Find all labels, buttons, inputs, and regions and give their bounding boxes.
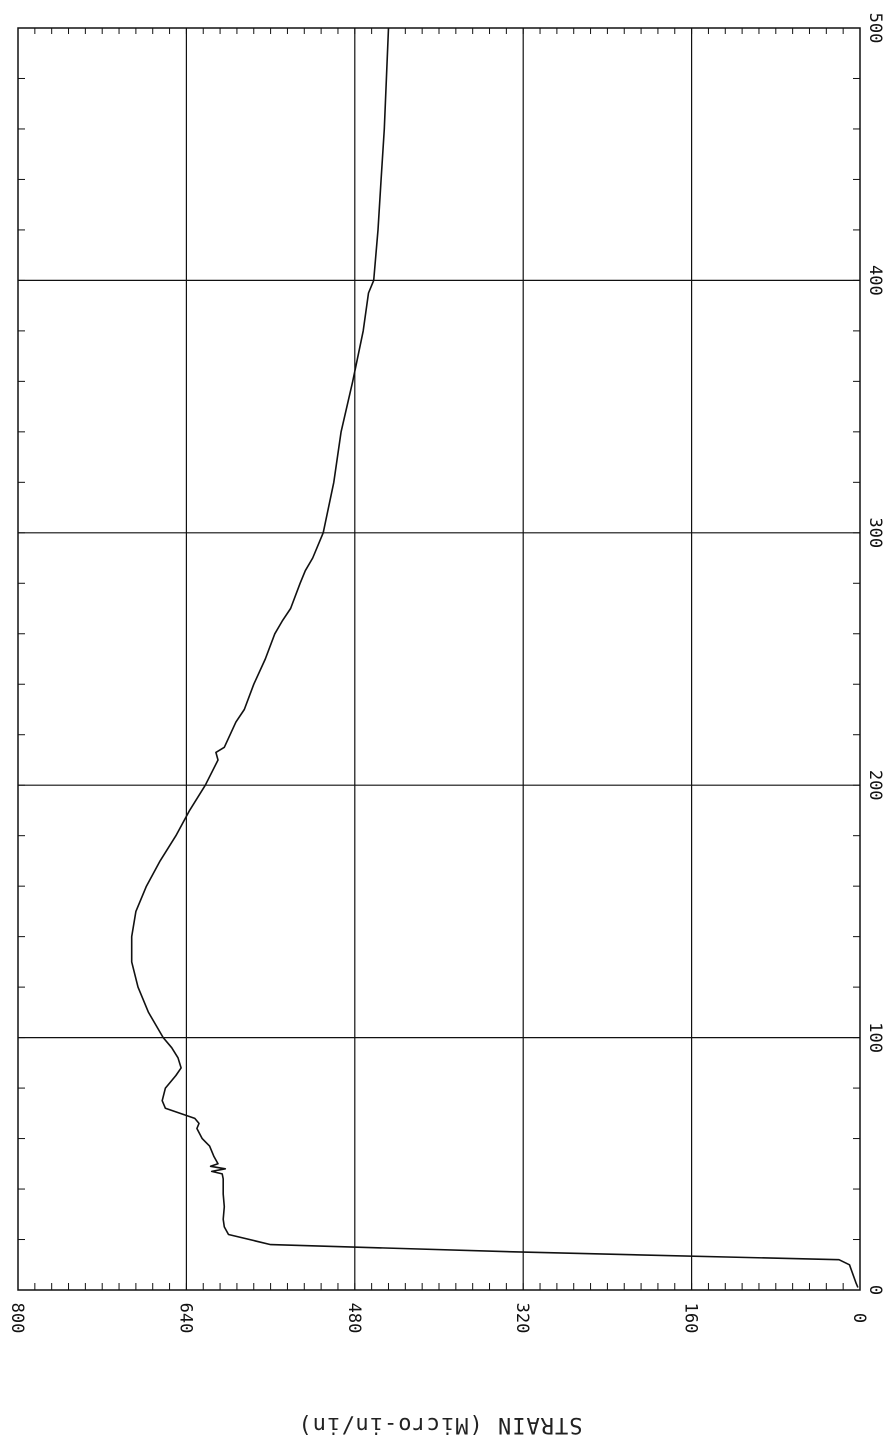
- y-tick-label-0: 0: [849, 1313, 869, 1323]
- y-tick-label-800: 800: [7, 1303, 27, 1334]
- x-tick-label-300: 300: [865, 517, 885, 548]
- series-line-0: [130, 27, 859, 1288]
- plot-area-frame: [17, 27, 861, 1291]
- x-tick-label-500: 500: [865, 13, 885, 44]
- x-tick-label-200: 200: [865, 770, 885, 801]
- tick-labels: 0 100 200 300 400 500 0 160 320 480 640 800: [7, 13, 885, 1334]
- series-layer: [130, 27, 859, 1288]
- y-tick-label-640: 640: [175, 1303, 195, 1334]
- grid-lines: [18, 28, 860, 1290]
- y-tick-label-480: 480: [344, 1303, 364, 1334]
- x-tick-label-0: 0: [865, 1285, 885, 1295]
- y-tick-label-320: 320: [512, 1303, 532, 1334]
- y-axis-title: STRAIN (Micro-in/in): [298, 1412, 583, 1437]
- x-tick-label-400: 400: [865, 265, 885, 296]
- x-tick-label-100: 100: [865, 1022, 885, 1053]
- y-tick-label-160: 160: [681, 1303, 701, 1334]
- minor-ticks: [17, 27, 861, 1291]
